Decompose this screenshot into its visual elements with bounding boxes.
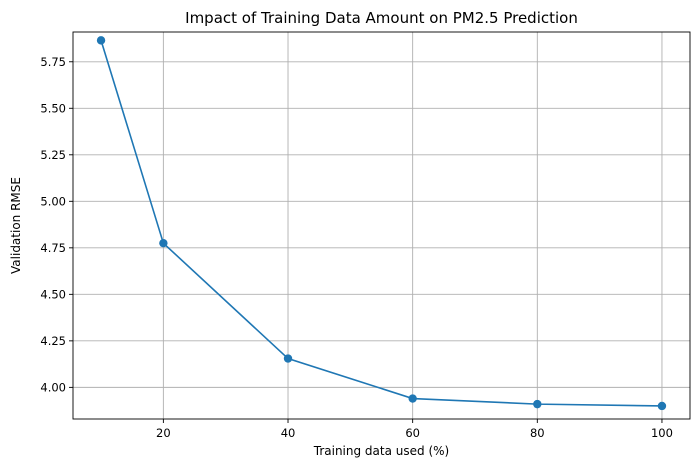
data-point [159,238,168,248]
y-tick-label: 4.50 [40,287,66,301]
y-tick-label: 4.00 [40,380,66,394]
data-point [96,36,106,45]
ticks-layer: 20 40 60 80 100 4.00 4.25 4.50 4.75 5.00 5.25 5.50 5… [40,55,673,440]
data-point [533,399,542,409]
y-tick-label: 5.50 [40,101,66,115]
grid-layer [73,32,690,419]
x-axis-label: Training data used (%) [313,444,449,458]
chart-title: Impact of Training Data Amount on PM2.5 … [185,9,578,27]
y-tick-label: 5.00 [40,194,66,208]
y-tick-label: 4.75 [40,241,66,255]
plot-frame [72,31,691,420]
x-tick-label: 60 [405,426,420,440]
y-axis-label: Validation RMSE [9,177,23,274]
y-tick-label: 5.25 [40,148,66,162]
y-tick-label: 5.75 [40,55,66,69]
data-point [283,354,293,363]
series-line [100,40,662,407]
x-tick-label: 100 [651,426,673,440]
data-point [408,394,417,403]
x-tick-label: 20 [156,426,171,440]
x-tick-label: 40 [281,426,296,440]
y-tick-label: 4.25 [40,334,66,348]
data-point [657,401,667,411]
series-layer [96,36,667,411]
x-tick-label: 80 [530,426,545,440]
